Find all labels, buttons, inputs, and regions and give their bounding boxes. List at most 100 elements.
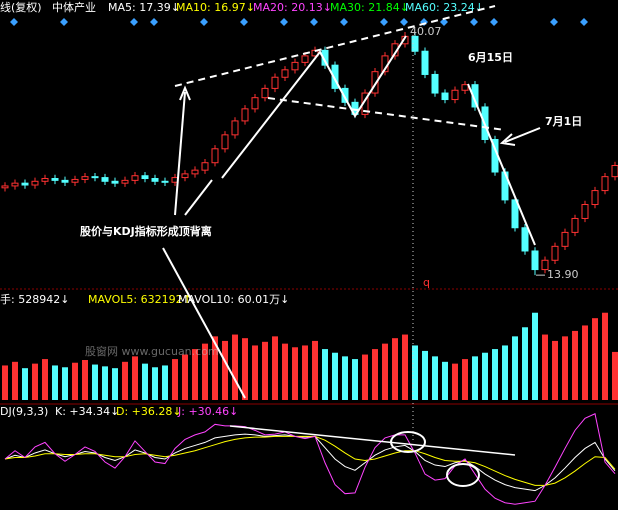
candle-body [561,231,569,247]
candle-body [451,89,459,101]
volume-bar [482,352,488,400]
candle-body [571,217,579,233]
volume-bar [322,349,328,400]
volume-bar [232,334,238,400]
candle-body [211,148,219,164]
candle-body [81,176,89,180]
candle-body [411,35,419,52]
candle-body [231,120,239,136]
low-label: 13.90 [547,268,579,281]
volume-bar [502,345,508,400]
trend-line [174,5,496,87]
candle-body [601,176,609,192]
highlight-ellipse [390,431,426,453]
volume-bar [252,345,258,400]
volume-bar [182,354,188,400]
candle-body [591,190,599,206]
volume-bar [402,334,408,400]
volume-bar [272,336,278,400]
diamond [10,18,588,26]
volume-bar [102,366,108,400]
candle-body [551,245,559,261]
volume-bar [52,365,58,400]
volume-bar [262,341,268,400]
volume-bar [22,368,28,400]
candle-body [271,76,279,89]
header: 线(复权) 中体产业 MA5: 17.39↓ MA10: 16.97↓ MA20… [0,0,484,14]
volume-bar [462,359,468,400]
candle-body [1,185,9,189]
ma-label: MA60: 23.24↓ [405,1,484,14]
highlight-ellipse [446,463,480,487]
volume-bar [282,343,288,400]
candle-body [71,178,79,183]
candle-body [611,165,618,178]
volume-bar [222,340,228,400]
trend-line [267,97,506,131]
volume-bar [32,363,38,400]
arrow [174,91,186,216]
candle-body [221,134,229,150]
volume-bar [162,365,168,400]
candle-body [251,97,259,110]
candle-body [111,180,119,184]
candle-body [461,84,469,91]
volume-bar [172,359,178,400]
volume-bar [552,340,558,400]
header-mode: 线(复权) [0,0,42,14]
volume-bar [312,340,318,400]
candle-body [51,178,59,181]
marker: q [423,276,430,289]
candle-body [421,50,429,75]
volume-bar [332,352,338,400]
volume-label: MAVOL5: 632192↑ [88,293,192,306]
volume-bar [472,356,478,400]
volume-bar [432,356,438,400]
candle-body [541,259,549,271]
volume-bar [382,343,388,400]
candle-body [41,178,49,182]
candle-body [121,179,129,184]
volume-bar [422,350,428,400]
volume-bar [342,356,348,400]
volume-bar [602,312,608,400]
annotation: 6月15日 [468,51,513,64]
candle-body [101,177,109,182]
volume-bar [542,334,548,400]
volume-bar [612,351,618,400]
candle-body [581,204,589,219]
volume-bar [42,359,48,400]
volume-bar [72,362,78,400]
volume-bar [412,345,418,400]
volume-bar [352,359,358,400]
volume-bar [532,312,538,400]
annotation: 股价与KDJ指标形成顶背离 [80,224,212,238]
ma-label: MA20: 20.13↓ [253,1,332,14]
volume-bar [192,349,198,400]
candle-body [21,182,29,186]
volume-bar [12,361,18,400]
watermark: 股窗网 www.gucuan.com [85,344,219,358]
volume-bar [2,365,8,400]
candle-body [31,180,39,186]
marks: 40.07 13.90 [1,25,618,505]
volume-bar [302,345,308,400]
kdj-label: DJ(9,3,3) [0,405,48,418]
volume-label: 手: 528942↓ [0,292,69,306]
annotation-lines [162,5,541,487]
volume-bar [112,368,118,400]
volume-bar [372,349,378,400]
volume-bar [152,367,158,400]
candle-body [151,178,159,182]
candle-body [11,182,19,187]
volume-bar [202,343,208,400]
volume-bar [82,360,88,400]
candle-body [331,64,339,89]
volume-bar [512,336,518,400]
volume-bar [442,361,448,400]
kdj-label: D: +36.28↓ [116,405,182,418]
volume-bar [292,347,298,400]
candle-body [301,55,309,63]
